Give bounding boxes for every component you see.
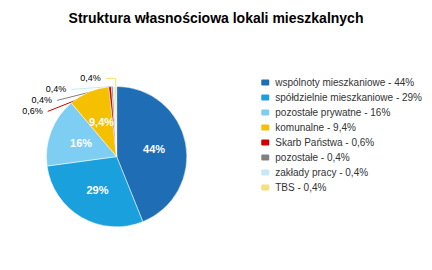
svg-text:zakłady pracy - 0,4%: zakłady pracy - 0,4%	[275, 167, 368, 178]
svg-text:pozostałe - 0,4%: pozostałe - 0,4%	[275, 152, 350, 163]
svg-text:spółdzielnie mieszkaniowe - 29: spółdzielnie mieszkaniowe - 29%	[275, 92, 422, 103]
svg-text:9,4%: 9,4%	[89, 116, 114, 128]
svg-text:wspólnoty mieszkaniowe - 44%: wspólnoty mieszkaniowe - 44%	[274, 77, 414, 88]
svg-text:16%: 16%	[70, 137, 92, 149]
svg-text:0,4%: 0,4%	[32, 95, 53, 105]
svg-text:Skarb Państwa - 0,6%: Skarb Państwa - 0,6%	[275, 137, 374, 148]
svg-text:TBS - 0,4%: TBS - 0,4%	[275, 182, 326, 193]
svg-text:0,4%: 0,4%	[46, 84, 67, 94]
svg-text:Struktura własnościowa lokali: Struktura własnościowa lokali mieszkalny…	[69, 10, 364, 26]
svg-text:44%: 44%	[143, 143, 165, 155]
svg-text:0,6%: 0,6%	[22, 106, 43, 116]
svg-text:pozostałe prywatne - 16%: pozostałe prywatne - 16%	[275, 107, 390, 118]
svg-text:0,4%: 0,4%	[80, 73, 101, 83]
svg-text:komunalne - 9,4%: komunalne - 9,4%	[275, 122, 356, 133]
svg-text:29%: 29%	[86, 184, 108, 196]
